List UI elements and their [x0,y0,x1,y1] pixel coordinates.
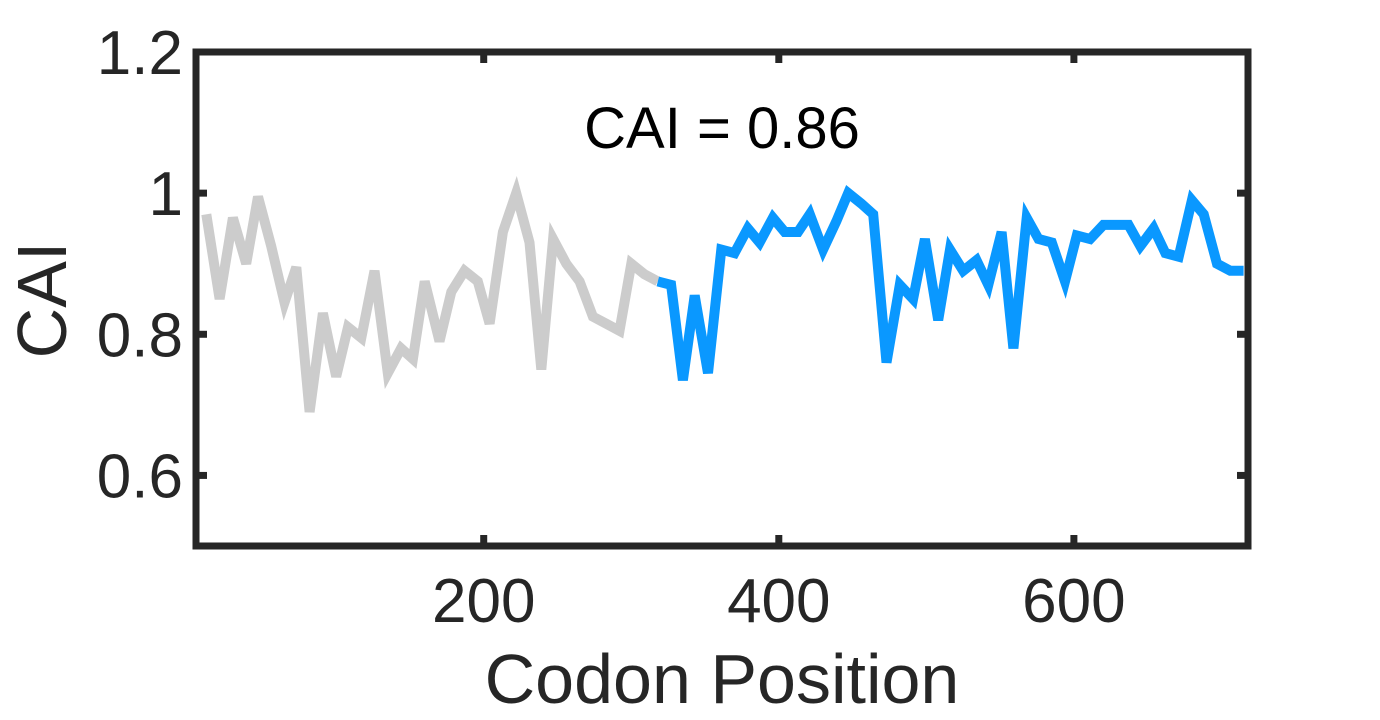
y-tick-label: 0.6 [97,442,183,511]
y-tick-label: 1 [149,160,183,229]
y-tick-label: 0.8 [97,301,183,370]
y-axis-label: CAI [3,242,81,359]
series-line-1 [201,175,661,413]
series-layer [201,175,1244,413]
ticks-layer: 200 400 600 0.6 0.8 1 1.2 [97,19,1248,636]
x-axis-label: Codon Position [485,640,960,718]
plot-frame [192,48,1252,550]
y-tick-label: 1.2 [97,19,183,88]
x-tick-label: 200 [432,567,535,636]
series-line-2 [656,185,1244,381]
cai-annotation: CAI = 0.86 [584,96,860,161]
x-tick-label: 400 [727,567,830,636]
x-tick-label: 600 [1022,567,1125,636]
